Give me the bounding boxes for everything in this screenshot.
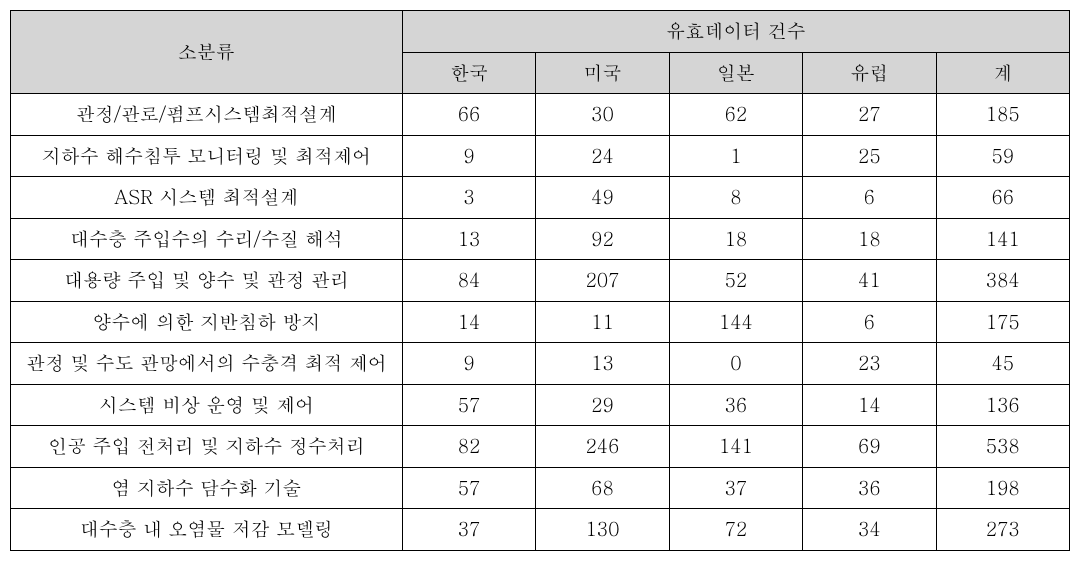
header-row-1: 소분류 유효데이터 건수 <box>11 11 1070 53</box>
table-row: ASR 시스템 최적설계 3 49 8 6 66 <box>11 177 1070 219</box>
row-value: 9 <box>402 343 535 385</box>
row-value: 246 <box>536 426 669 468</box>
row-value: 66 <box>936 177 1069 219</box>
header-col-japan: 일본 <box>669 52 802 94</box>
row-label: ASR 시스템 최적설계 <box>11 177 403 219</box>
row-value: 36 <box>803 467 936 509</box>
header-col-korea: 한국 <box>402 52 535 94</box>
row-value: 0 <box>669 343 802 385</box>
row-value: 18 <box>669 218 802 260</box>
row-label: 관정/관로/펌프시스템최적설계 <box>11 94 403 136</box>
row-label: 인공 주입 전처리 및 지하수 정수처리 <box>11 426 403 468</box>
row-value: 6 <box>803 177 936 219</box>
row-value: 84 <box>402 260 535 302</box>
row-value: 34 <box>803 509 936 551</box>
row-value: 62 <box>669 94 802 136</box>
header-data-group: 유효데이터 건수 <box>402 11 1069 53</box>
row-value: 29 <box>536 384 669 426</box>
row-value: 14 <box>402 301 535 343</box>
row-value: 9 <box>402 135 535 177</box>
table-header: 소분류 유효데이터 건수 한국 미국 일본 유럽 계 <box>11 11 1070 94</box>
row-value: 144 <box>669 301 802 343</box>
row-value: 13 <box>402 218 535 260</box>
table-body: 관정/관로/펌프시스템최적설계 66 30 62 27 185 지하수 해수침투… <box>11 94 1070 551</box>
row-value: 37 <box>669 467 802 509</box>
table-row: 관정/관로/펌프시스템최적설계 66 30 62 27 185 <box>11 94 1070 136</box>
table-row: 대수층 내 오염물 저감 모델링 37 130 72 34 273 <box>11 509 1070 551</box>
data-table: 소분류 유효데이터 건수 한국 미국 일본 유럽 계 관정/관로/펌프시스템최적… <box>10 10 1070 551</box>
header-col-usa: 미국 <box>536 52 669 94</box>
row-value: 45 <box>936 343 1069 385</box>
row-value: 69 <box>803 426 936 468</box>
row-label: 대수층 주입수의 수리/수질 해석 <box>11 218 403 260</box>
row-value: 538 <box>936 426 1069 468</box>
table-row: 양수에 의한 지반침하 방지 14 11 144 6 175 <box>11 301 1070 343</box>
table-row: 지하수 해수침투 모니터링 및 최적제어 9 24 1 25 59 <box>11 135 1070 177</box>
row-value: 18 <box>803 218 936 260</box>
row-value: 30 <box>536 94 669 136</box>
row-value: 273 <box>936 509 1069 551</box>
row-value: 175 <box>936 301 1069 343</box>
row-value: 49 <box>536 177 669 219</box>
header-col-europe: 유럽 <box>803 52 936 94</box>
row-value: 41 <box>803 260 936 302</box>
row-value: 6 <box>803 301 936 343</box>
row-value: 52 <box>669 260 802 302</box>
row-value: 24 <box>536 135 669 177</box>
table-row: 인공 주입 전처리 및 지하수 정수처리 82 246 141 69 538 <box>11 426 1070 468</box>
row-value: 14 <box>803 384 936 426</box>
row-value: 8 <box>669 177 802 219</box>
row-value: 136 <box>936 384 1069 426</box>
table-row: 대용량 주입 및 양수 및 관정 관리 84 207 52 41 384 <box>11 260 1070 302</box>
row-value: 384 <box>936 260 1069 302</box>
row-label: 관정 및 수도 관망에서의 수충격 최적 제어 <box>11 343 403 385</box>
row-value: 57 <box>402 384 535 426</box>
table-row: 대수층 주입수의 수리/수질 해석 13 92 18 18 141 <box>11 218 1070 260</box>
row-value: 141 <box>936 218 1069 260</box>
row-label: 시스템 비상 운영 및 제어 <box>11 384 403 426</box>
row-label: 대수층 내 오염물 저감 모델링 <box>11 509 403 551</box>
row-value: 36 <box>669 384 802 426</box>
row-value: 59 <box>936 135 1069 177</box>
row-value: 185 <box>936 94 1069 136</box>
row-value: 198 <box>936 467 1069 509</box>
row-value: 3 <box>402 177 535 219</box>
row-value: 68 <box>536 467 669 509</box>
row-value: 82 <box>402 426 535 468</box>
row-value: 141 <box>669 426 802 468</box>
row-value: 130 <box>536 509 669 551</box>
row-value: 92 <box>536 218 669 260</box>
row-label: 지하수 해수침투 모니터링 및 최적제어 <box>11 135 403 177</box>
row-value: 66 <box>402 94 535 136</box>
row-value: 37 <box>402 509 535 551</box>
row-value: 57 <box>402 467 535 509</box>
table-row: 염 지하수 담수화 기술 57 68 37 36 198 <box>11 467 1070 509</box>
row-value: 25 <box>803 135 936 177</box>
row-value: 1 <box>669 135 802 177</box>
row-value: 72 <box>669 509 802 551</box>
table-row: 시스템 비상 운영 및 제어 57 29 36 14 136 <box>11 384 1070 426</box>
row-value: 23 <box>803 343 936 385</box>
row-label: 염 지하수 담수화 기술 <box>11 467 403 509</box>
header-category: 소분류 <box>11 11 403 94</box>
row-value: 27 <box>803 94 936 136</box>
header-col-total: 계 <box>936 52 1069 94</box>
table-row: 관정 및 수도 관망에서의 수충격 최적 제어 9 13 0 23 45 <box>11 343 1070 385</box>
row-label: 대용량 주입 및 양수 및 관정 관리 <box>11 260 403 302</box>
row-value: 207 <box>536 260 669 302</box>
row-value: 13 <box>536 343 669 385</box>
row-value: 11 <box>536 301 669 343</box>
row-label: 양수에 의한 지반침하 방지 <box>11 301 403 343</box>
